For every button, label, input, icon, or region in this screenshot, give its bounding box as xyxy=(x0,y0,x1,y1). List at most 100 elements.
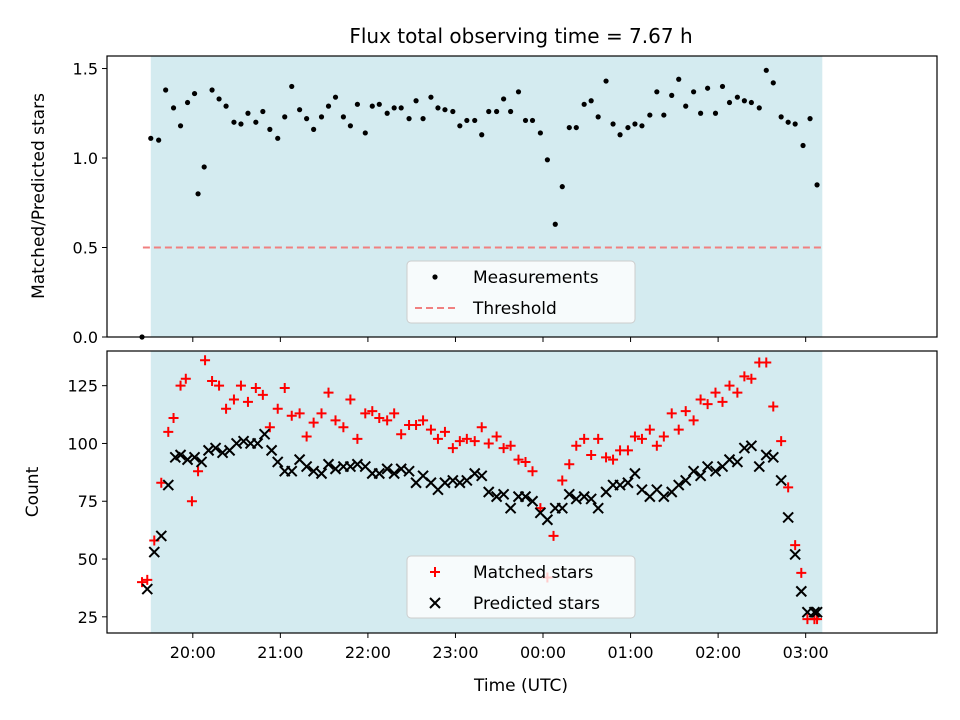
bottom-panel: 25 50 75 100 125 20:00 21:00 22:00 23:00 00:00 01:… xyxy=(67,350,938,662)
xtick-label: 23:00 xyxy=(432,643,478,662)
measurement-point xyxy=(289,83,295,90)
measurement-point xyxy=(508,108,514,115)
matched-star-point xyxy=(666,408,677,419)
matched-star-point xyxy=(214,380,225,391)
predicted-star-point xyxy=(673,479,685,491)
measurement-point xyxy=(515,89,522,95)
predicted-star-point xyxy=(265,444,278,457)
measurement-point xyxy=(705,85,711,91)
predicted-star-point xyxy=(300,460,313,473)
predicted-star-point xyxy=(687,465,700,477)
predicted-star-point xyxy=(181,453,194,466)
matched-star-point xyxy=(425,424,436,435)
measurement-point xyxy=(669,92,675,98)
measurement-point xyxy=(529,117,536,124)
matched-star-point xyxy=(520,456,531,467)
matched-star-point xyxy=(439,426,450,437)
predicted-star-point xyxy=(811,606,823,618)
matched-star-point xyxy=(338,422,349,433)
measurement-point xyxy=(566,124,572,131)
predicted-star-point xyxy=(216,446,229,459)
predicted-star-point xyxy=(782,511,794,524)
measurement-point xyxy=(398,105,404,111)
top-ylabel: Matched/Predicted stars xyxy=(29,93,49,299)
measurement-point xyxy=(734,94,740,100)
predicted-star-point xyxy=(497,488,510,501)
matched-star-point xyxy=(710,387,721,398)
bottom-ytick-label: 100 xyxy=(67,434,98,453)
matched-star-point xyxy=(768,401,779,412)
predicted-star-point xyxy=(504,502,517,514)
measurement-point xyxy=(177,123,184,129)
measurement-point xyxy=(719,83,726,90)
measurement-point xyxy=(654,89,660,95)
measurement-point xyxy=(661,112,667,118)
top-panel: 0.0 0.5 1.0 1.5 Measurements Threshold xyxy=(73,55,938,347)
measurement-point xyxy=(581,101,587,107)
measurement-point xyxy=(282,114,288,120)
bottom-legend: Matched stars Predicted stars xyxy=(406,555,636,619)
predicted-star-point xyxy=(469,467,481,480)
measurement-point xyxy=(778,114,784,120)
matched-star-point xyxy=(257,389,268,400)
matched-star-point xyxy=(622,445,633,456)
matched-star-point xyxy=(389,408,400,419)
measurement-point xyxy=(267,126,273,132)
measurement-point xyxy=(494,108,500,115)
measurement-point xyxy=(552,221,558,227)
matched-star-point xyxy=(476,422,487,433)
measurement-point xyxy=(376,101,382,107)
predicted-star-point xyxy=(329,463,342,475)
xtick-label: 22:00 xyxy=(345,643,391,662)
measurement-point xyxy=(647,112,653,118)
measurement-point xyxy=(231,119,237,125)
measurement-point xyxy=(420,116,426,122)
matched-star-point xyxy=(644,424,655,435)
matched-star-point xyxy=(382,415,393,426)
top-ytick-label: 0.0 xyxy=(73,328,98,347)
predicted-star-point xyxy=(614,479,626,491)
measurement-point xyxy=(369,103,375,109)
matched-star-point xyxy=(790,540,801,551)
measurement-point xyxy=(814,182,820,188)
legend-measurements-key xyxy=(432,274,438,280)
matched-star-point xyxy=(796,567,807,578)
measurement-point xyxy=(347,123,353,129)
measurement-point xyxy=(184,99,191,106)
matched-star-point xyxy=(360,408,371,419)
measurement-point xyxy=(325,103,332,109)
xtick-label: 20:00 xyxy=(170,643,216,662)
matched-star-point xyxy=(695,394,706,405)
predicted-star-point xyxy=(526,495,539,507)
matched-star-point xyxy=(527,466,538,477)
predicted-star-point xyxy=(701,460,714,473)
measurement-point xyxy=(209,87,215,93)
measurement-point xyxy=(639,123,645,129)
predicted-star-point xyxy=(454,477,466,489)
measurement-point xyxy=(340,114,346,120)
top-ytick-label: 1.0 xyxy=(73,149,98,168)
predicted-star-point xyxy=(251,437,264,450)
matched-star-point xyxy=(272,403,283,414)
matched-star-point xyxy=(242,396,253,407)
matched-star-point xyxy=(629,431,640,442)
matched-star-point xyxy=(301,431,312,442)
predicted-star-point xyxy=(556,502,568,514)
matched-star-point xyxy=(207,376,218,387)
matched-star-point xyxy=(352,433,363,444)
predicted-star-point xyxy=(141,583,153,595)
matched-star-point xyxy=(163,426,174,437)
top-axes-frame xyxy=(106,55,938,338)
predicted-star-point xyxy=(760,449,772,461)
matched-star-point xyxy=(264,422,275,433)
predicted-star-point xyxy=(490,490,503,503)
predicted-star-point xyxy=(403,465,415,477)
matched-star-point xyxy=(142,574,153,585)
measurement-point xyxy=(457,123,463,129)
measurement-point xyxy=(698,110,704,116)
matched-star-point xyxy=(601,452,612,463)
measurement-point xyxy=(391,105,397,111)
matched-star-point xyxy=(571,440,582,451)
matched-star-point xyxy=(651,440,662,451)
matched-star-point xyxy=(717,396,728,407)
